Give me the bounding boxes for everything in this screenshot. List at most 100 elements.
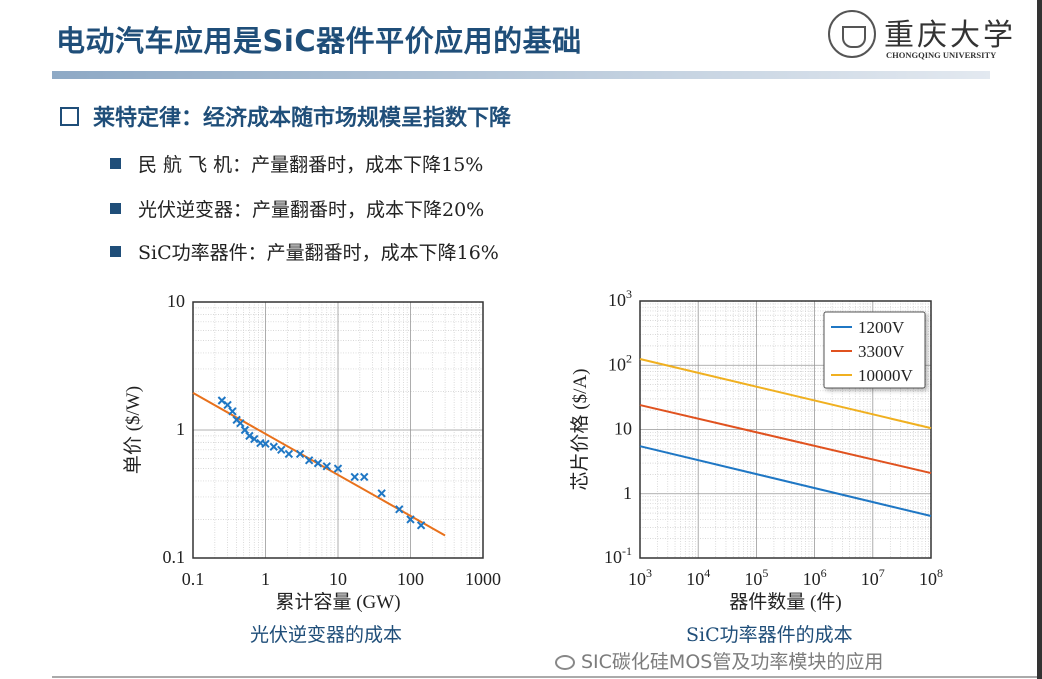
data-point-marker	[350, 472, 359, 482]
marker-stroke	[240, 425, 250, 435]
marker-stroke	[245, 431, 254, 441]
marker-stroke	[250, 434, 259, 444]
data-point-marker	[250, 434, 259, 444]
y-tick-exponent: 2	[626, 351, 632, 365]
marker-stroke	[377, 489, 386, 498]
marker-stroke	[322, 462, 331, 471]
x-tick-exponent: 4	[704, 566, 710, 580]
x-tick-label: 103	[628, 566, 652, 589]
data-point-marker	[333, 464, 343, 473]
bullet-item: 光伏逆变器：产量翻番时，成本下降20%	[110, 195, 484, 222]
university-logo: 重庆大学 CHONGQING UNIVERSITY	[828, 10, 1013, 62]
x-axis-label: 累计容量 (GW)	[275, 591, 400, 613]
x-tick-label: 108	[919, 566, 943, 589]
data-point-marker	[416, 521, 426, 530]
marker-stroke	[223, 400, 232, 410]
marker-stroke	[406, 515, 415, 524]
bullet-text: 光伏逆变器：产量翻番时，成本下降20%	[138, 199, 485, 221]
x-tick-label: 106	[803, 566, 827, 589]
y-tick-label: 10	[614, 419, 632, 439]
section-heading: 莱特定律：经济成本随市场规模呈指数下降	[60, 100, 511, 132]
data-point-marker	[304, 456, 314, 465]
data-point-marker	[223, 400, 232, 410]
square-bullet-icon	[110, 203, 121, 214]
x-tick-exponent: 6	[821, 566, 827, 580]
data-point-marker	[313, 459, 323, 468]
y-tick-label: 10	[167, 291, 185, 311]
series-line-3300V	[639, 404, 932, 475]
watermark-text: SIC碳化硅MOS管及功率模块的应用	[581, 651, 884, 673]
square-bullet-icon	[110, 158, 121, 169]
footer-divider	[52, 676, 1037, 678]
data-point-marker	[236, 418, 245, 428]
plot-frame	[192, 301, 484, 559]
legend-label: 1200V	[858, 318, 905, 337]
logo-cn: 重庆大学	[884, 18, 1016, 53]
university-seal-icon	[828, 10, 876, 58]
marker-stroke	[350, 472, 359, 482]
marker-stroke	[269, 442, 278, 451]
legend-label: 3300V	[858, 342, 905, 361]
series-line-1200V	[639, 445, 932, 518]
data-point-marker	[322, 462, 331, 471]
marker-stroke	[228, 407, 237, 416]
marker-stroke	[360, 472, 369, 482]
right-border	[1037, 0, 1042, 679]
y-tick-label: 103	[608, 287, 632, 310]
bullet-text: 民 航 飞 机：产量翻番时，成本下降15%	[138, 154, 484, 176]
data-point-marker	[395, 505, 404, 514]
x-axis-label: 器件数量 (件)	[729, 591, 841, 613]
y-axis-label: 单价 ($/W)	[122, 386, 144, 474]
y-axis-label: 芯片价格 ($/A)	[569, 369, 591, 491]
legend-box	[823, 311, 926, 389]
y-tick-label: 10-1	[604, 544, 632, 567]
data-point-marker	[406, 515, 415, 524]
y-tick-label: 0.1	[163, 547, 186, 567]
marker-stroke	[395, 505, 404, 514]
x-tick-exponent: 3	[646, 566, 652, 580]
marker-stroke	[284, 449, 294, 459]
y-tick-label: 1	[176, 419, 185, 439]
y-tick-exponent: -1	[622, 544, 632, 558]
x-tick-exponent: 5	[762, 566, 768, 580]
x-tick-label: 1000	[465, 569, 501, 589]
x-tick-label: 0.1	[182, 569, 205, 589]
bullet-text: SiC功率器件：产量翻番时，成本下降16%	[138, 242, 499, 264]
x-tick-label: 100	[397, 569, 424, 589]
y-tick-exponent: 3	[626, 287, 632, 301]
data-point-marker	[377, 489, 386, 498]
legend-label: 10000V	[858, 366, 914, 385]
data-point-marker	[277, 445, 286, 455]
marker-stroke	[217, 396, 227, 405]
data-point-marker	[295, 449, 305, 459]
data-point-marker	[228, 407, 237, 416]
x-tick-label: 10	[329, 569, 347, 589]
marker-stroke	[236, 418, 245, 428]
marker-stroke	[333, 464, 343, 473]
watermark: SIC碳化硅MOS管及功率模块的应用	[555, 651, 883, 673]
marker-stroke	[232, 415, 241, 425]
marker-stroke	[261, 439, 270, 449]
page-title: 电动汽车应用是SiC器件平价应用的基础	[56, 24, 582, 58]
x-tick-exponent: 8	[937, 566, 943, 580]
logo-en: CHONGQING UNIVERSITY	[886, 50, 997, 60]
data-point-marker	[284, 449, 294, 459]
y-tick-label: 1	[623, 483, 632, 503]
x-tick-exponent: 7	[879, 566, 885, 580]
x-tick-label: 107	[861, 566, 885, 589]
data-point-marker	[245, 431, 254, 441]
data-point-marker	[269, 442, 278, 451]
plot-frame	[639, 300, 932, 559]
wechat-icon	[555, 655, 575, 670]
series-line-10000V	[639, 358, 932, 430]
section-heading-text: 莱特定律：经济成本随市场规模呈指数下降	[93, 106, 512, 131]
square-bullet-icon	[110, 246, 121, 257]
marker-stroke	[304, 456, 314, 465]
x-tick-label: 104	[686, 566, 710, 589]
x-tick-label: 105	[744, 566, 768, 589]
y-tick-label: 102	[608, 351, 632, 374]
marker-stroke	[416, 521, 426, 530]
data-point-marker	[261, 439, 270, 449]
marker-stroke	[313, 459, 323, 468]
